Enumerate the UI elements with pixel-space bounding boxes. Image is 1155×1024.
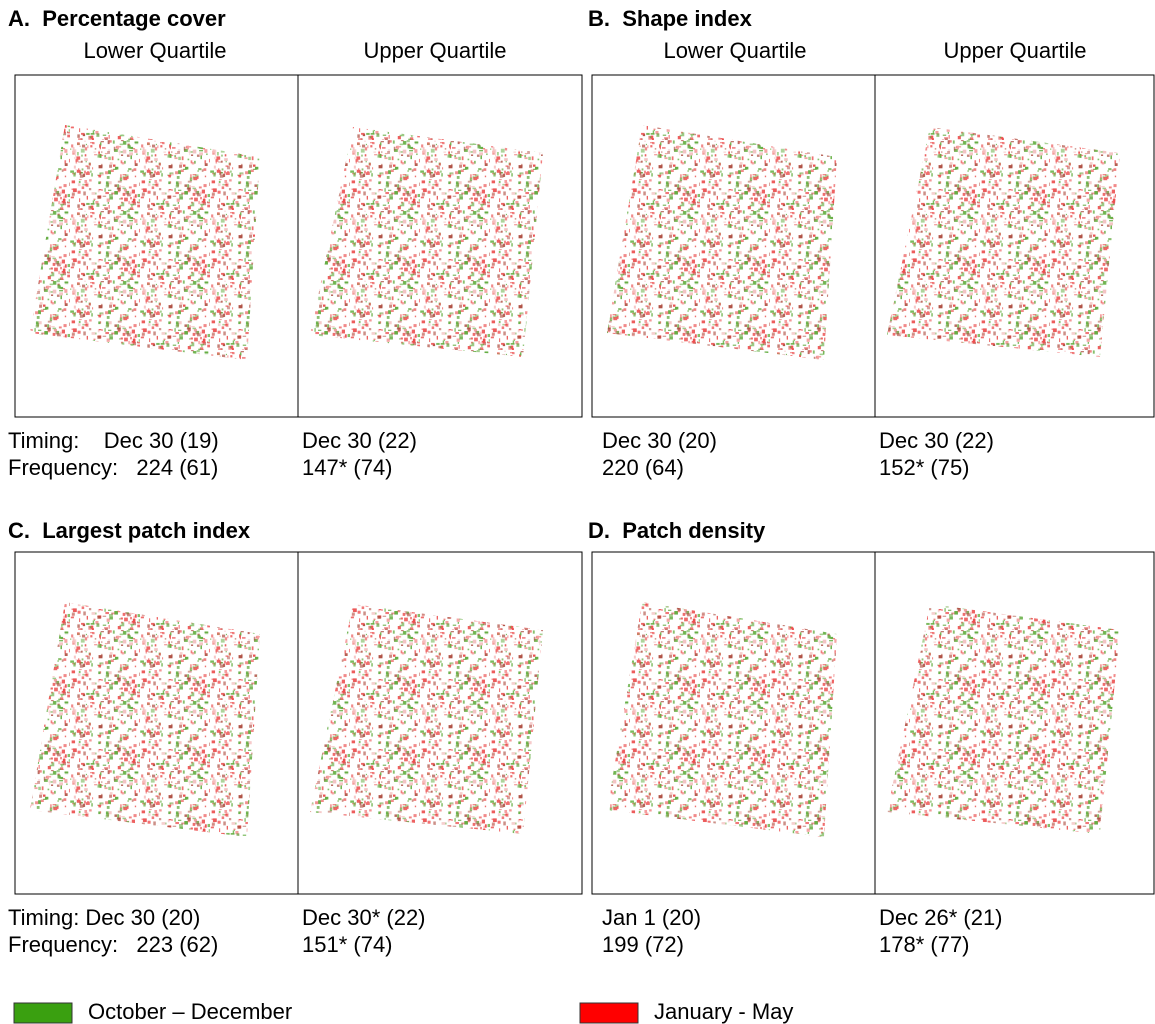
- lower-stat: Timing: Dec 30 (20): [8, 905, 200, 930]
- lower-stat: Dec 30 (20): [602, 428, 717, 453]
- lower-stat: Timing: Dec 30 (19): [8, 428, 219, 453]
- upper-stat: Dec 30 (22): [302, 428, 417, 453]
- upper-stat: 147* (74): [302, 455, 393, 480]
- upper-stat: Dec 30* (22): [302, 905, 426, 930]
- panel-title: C. Largest patch index: [8, 518, 251, 543]
- legend-swatch: [580, 1003, 638, 1023]
- map-image: [607, 602, 837, 837]
- upper-stat: 151* (74): [302, 932, 393, 957]
- lower-stat: 220 (64): [602, 455, 684, 480]
- column-header: Upper Quartile: [943, 38, 1086, 63]
- upper-stat: 152* (75): [879, 455, 970, 480]
- column-header: Upper Quartile: [363, 38, 506, 63]
- upper-stat: 178* (77): [879, 932, 970, 957]
- panel-title: A. Percentage cover: [8, 6, 226, 31]
- column-header: Lower Quartile: [663, 38, 806, 63]
- panel-title: D. Patch density: [588, 518, 766, 543]
- lower-stat: Frequency: 223 (62): [8, 932, 218, 957]
- lower-stat: Frequency: 224 (61): [8, 455, 218, 480]
- panel-title: B. Shape index: [588, 6, 753, 31]
- map-image: [30, 125, 260, 360]
- map-image: [607, 125, 837, 360]
- column-header: Lower Quartile: [83, 38, 226, 63]
- legend-swatch: [14, 1003, 72, 1023]
- legend-label: October – December: [88, 999, 292, 1024]
- figure: A. Percentage cover Lower Quartile Upper Q…: [0, 0, 1155, 1024]
- legend-label: January - May: [654, 999, 793, 1024]
- lower-stat: Jan 1 (20): [602, 905, 701, 930]
- lower-stat: 199 (72): [602, 932, 684, 957]
- upper-stat: Dec 26* (21): [879, 905, 1003, 930]
- map-image: [30, 602, 260, 837]
- upper-stat: Dec 30 (22): [879, 428, 994, 453]
